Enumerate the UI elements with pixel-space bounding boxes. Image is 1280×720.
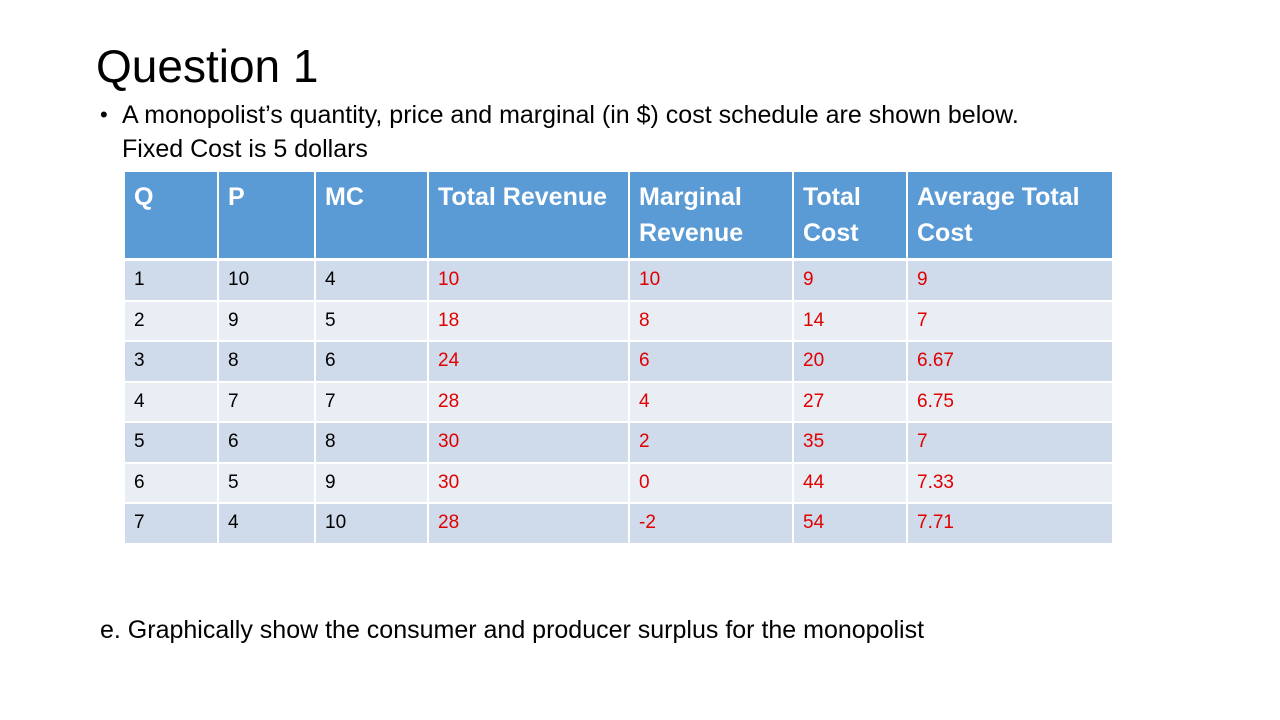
cell-marginal-revenue: 10 [629, 259, 794, 302]
cell-marginal-revenue: 6 [629, 341, 794, 383]
cell-total-revenue: 28 [428, 503, 630, 545]
cell-q: 4 [125, 381, 219, 423]
cell-total-cost: 20 [793, 341, 908, 383]
header-marginal-revenue: Marginal Revenue [629, 172, 794, 261]
question-e-text: e. Graphically show the consumer and pro… [100, 616, 925, 644]
bullet-item: • A monopolist’s quantity, price and mar… [100, 98, 1210, 166]
cell-total-revenue: 24 [428, 341, 630, 383]
header-total-cost: Total Cost [793, 172, 908, 261]
cell-q: 7 [125, 503, 219, 545]
cell-average-total-cost: 6.67 [907, 341, 1112, 383]
cell-total-revenue: 10 [428, 259, 630, 302]
cell-marginal-revenue: -2 [629, 503, 794, 545]
cell-mc: 8 [315, 422, 429, 464]
cell-mc: 10 [315, 503, 429, 545]
table-row: 5 6 8 30 2 35 7 [125, 422, 1112, 464]
cell-total-cost: 9 [793, 259, 908, 302]
header-total-revenue: Total Revenue [428, 172, 630, 261]
cell-p: 4 [218, 503, 316, 545]
cell-p: 5 [218, 462, 316, 504]
bullet-line-2: Fixed Cost is 5 dollars [122, 135, 368, 163]
header-p: P [218, 172, 316, 261]
bullet-line-1: A monopolist’s quantity, price and margi… [122, 101, 1019, 129]
header-mc: MC [315, 172, 429, 261]
header-q: Q [125, 172, 219, 261]
cell-average-total-cost: 7.33 [907, 462, 1112, 504]
cell-mc: 4 [315, 259, 429, 302]
cell-marginal-revenue: 4 [629, 381, 794, 423]
cell-average-total-cost: 7 [907, 300, 1112, 342]
cell-p: 9 [218, 300, 316, 342]
slide-title: Question 1 [96, 40, 319, 92]
cell-mc: 5 [315, 300, 429, 342]
cell-average-total-cost: 7 [907, 422, 1112, 464]
header-average-total-cost: Average Total Cost [907, 172, 1112, 261]
cell-total-cost: 35 [793, 422, 908, 464]
cell-marginal-revenue: 2 [629, 422, 794, 464]
cell-total-cost: 54 [793, 503, 908, 545]
cell-p: 7 [218, 381, 316, 423]
cell-p: 6 [218, 422, 316, 464]
cell-q: 3 [125, 341, 219, 383]
cell-mc: 7 [315, 381, 429, 423]
bullet-dot-icon: • [100, 102, 108, 127]
cell-total-revenue: 30 [428, 462, 630, 504]
cell-q: 2 [125, 300, 219, 342]
cell-average-total-cost: 9 [907, 259, 1112, 302]
cell-total-cost: 27 [793, 381, 908, 423]
cell-q: 6 [125, 462, 219, 504]
cell-p: 10 [218, 259, 316, 302]
cell-mc: 6 [315, 341, 429, 383]
cell-mc: 9 [315, 462, 429, 504]
table-row: 6 5 9 30 0 44 7.33 [125, 462, 1112, 504]
table-header-row: Q P MC Total Revenue Marginal Revenue To… [125, 172, 1112, 261]
cell-total-cost: 44 [793, 462, 908, 504]
table-row: 3 8 6 24 6 20 6.67 [125, 341, 1112, 383]
table-row: 4 7 7 28 4 27 6.75 [125, 381, 1112, 423]
cell-average-total-cost: 6.75 [907, 381, 1112, 423]
cell-total-revenue: 18 [428, 300, 630, 342]
table-row: 7 4 10 28 -2 54 7.71 [125, 503, 1112, 545]
cell-total-revenue: 28 [428, 381, 630, 423]
cell-total-revenue: 30 [428, 422, 630, 464]
table-row: 2 9 5 18 8 14 7 [125, 300, 1112, 342]
cell-q: 1 [125, 259, 219, 302]
cell-q: 5 [125, 422, 219, 464]
table-row: 1 10 4 10 10 9 9 [125, 259, 1112, 302]
cell-average-total-cost: 7.71 [907, 503, 1112, 545]
cell-marginal-revenue: 8 [629, 300, 794, 342]
cell-marginal-revenue: 0 [629, 462, 794, 504]
cell-total-cost: 14 [793, 300, 908, 342]
cell-p: 8 [218, 341, 316, 383]
cost-schedule-table: Q P MC Total Revenue Marginal Revenue To… [125, 172, 1112, 545]
